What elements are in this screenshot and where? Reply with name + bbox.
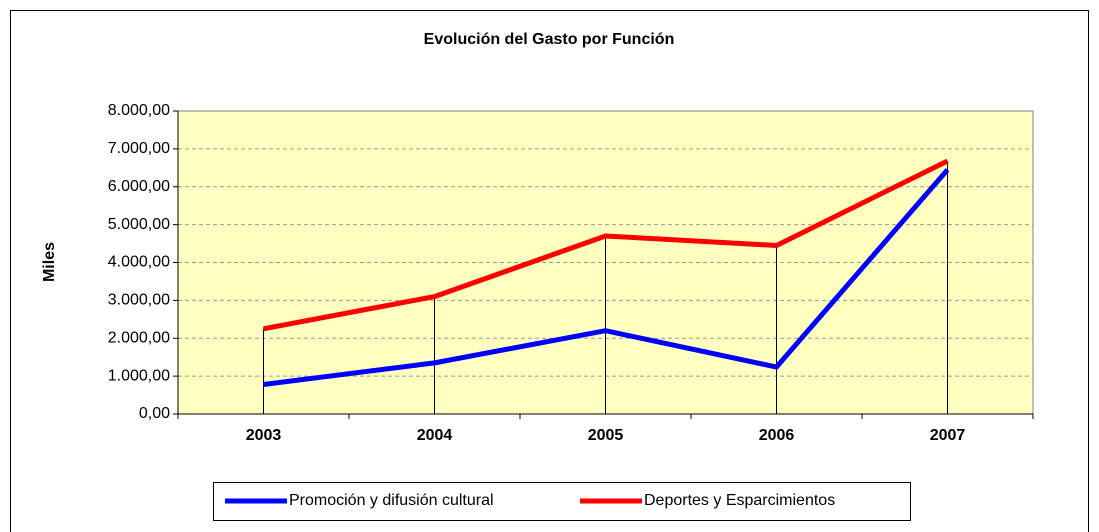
- y-tick-label: 8.000,00: [108, 102, 170, 119]
- x-tick-label: 2005: [588, 427, 624, 444]
- series-line: [263, 158, 949, 332]
- y-tick-label: 3.000,00: [108, 292, 170, 309]
- x-tick-label: 2003: [246, 427, 282, 444]
- x-tick-label: 2004: [417, 427, 453, 444]
- y-axis-label: Miles: [41, 242, 58, 282]
- legend-label: Deportes y Esparcimientos: [644, 492, 835, 509]
- y-tick-label: 1.000,00: [108, 367, 170, 384]
- y-tick-label: 7.000,00: [108, 140, 170, 157]
- y-tick-label: 2.000,00: [108, 329, 170, 346]
- y-tick-label: 0,00: [139, 405, 170, 422]
- legend: [213, 482, 911, 521]
- legend-label: Promoción y difusión cultural: [289, 492, 494, 509]
- chart-title: Evolución del Gasto por Función: [424, 31, 675, 48]
- series-line: [263, 168, 950, 387]
- y-tick-label: 4.000,00: [108, 254, 170, 271]
- x-tick-label: 2007: [930, 427, 966, 444]
- y-tick-label: 5.000,00: [108, 216, 170, 233]
- x-tick-label: 2006: [759, 427, 795, 444]
- y-tick-label: 6.000,00: [108, 178, 170, 195]
